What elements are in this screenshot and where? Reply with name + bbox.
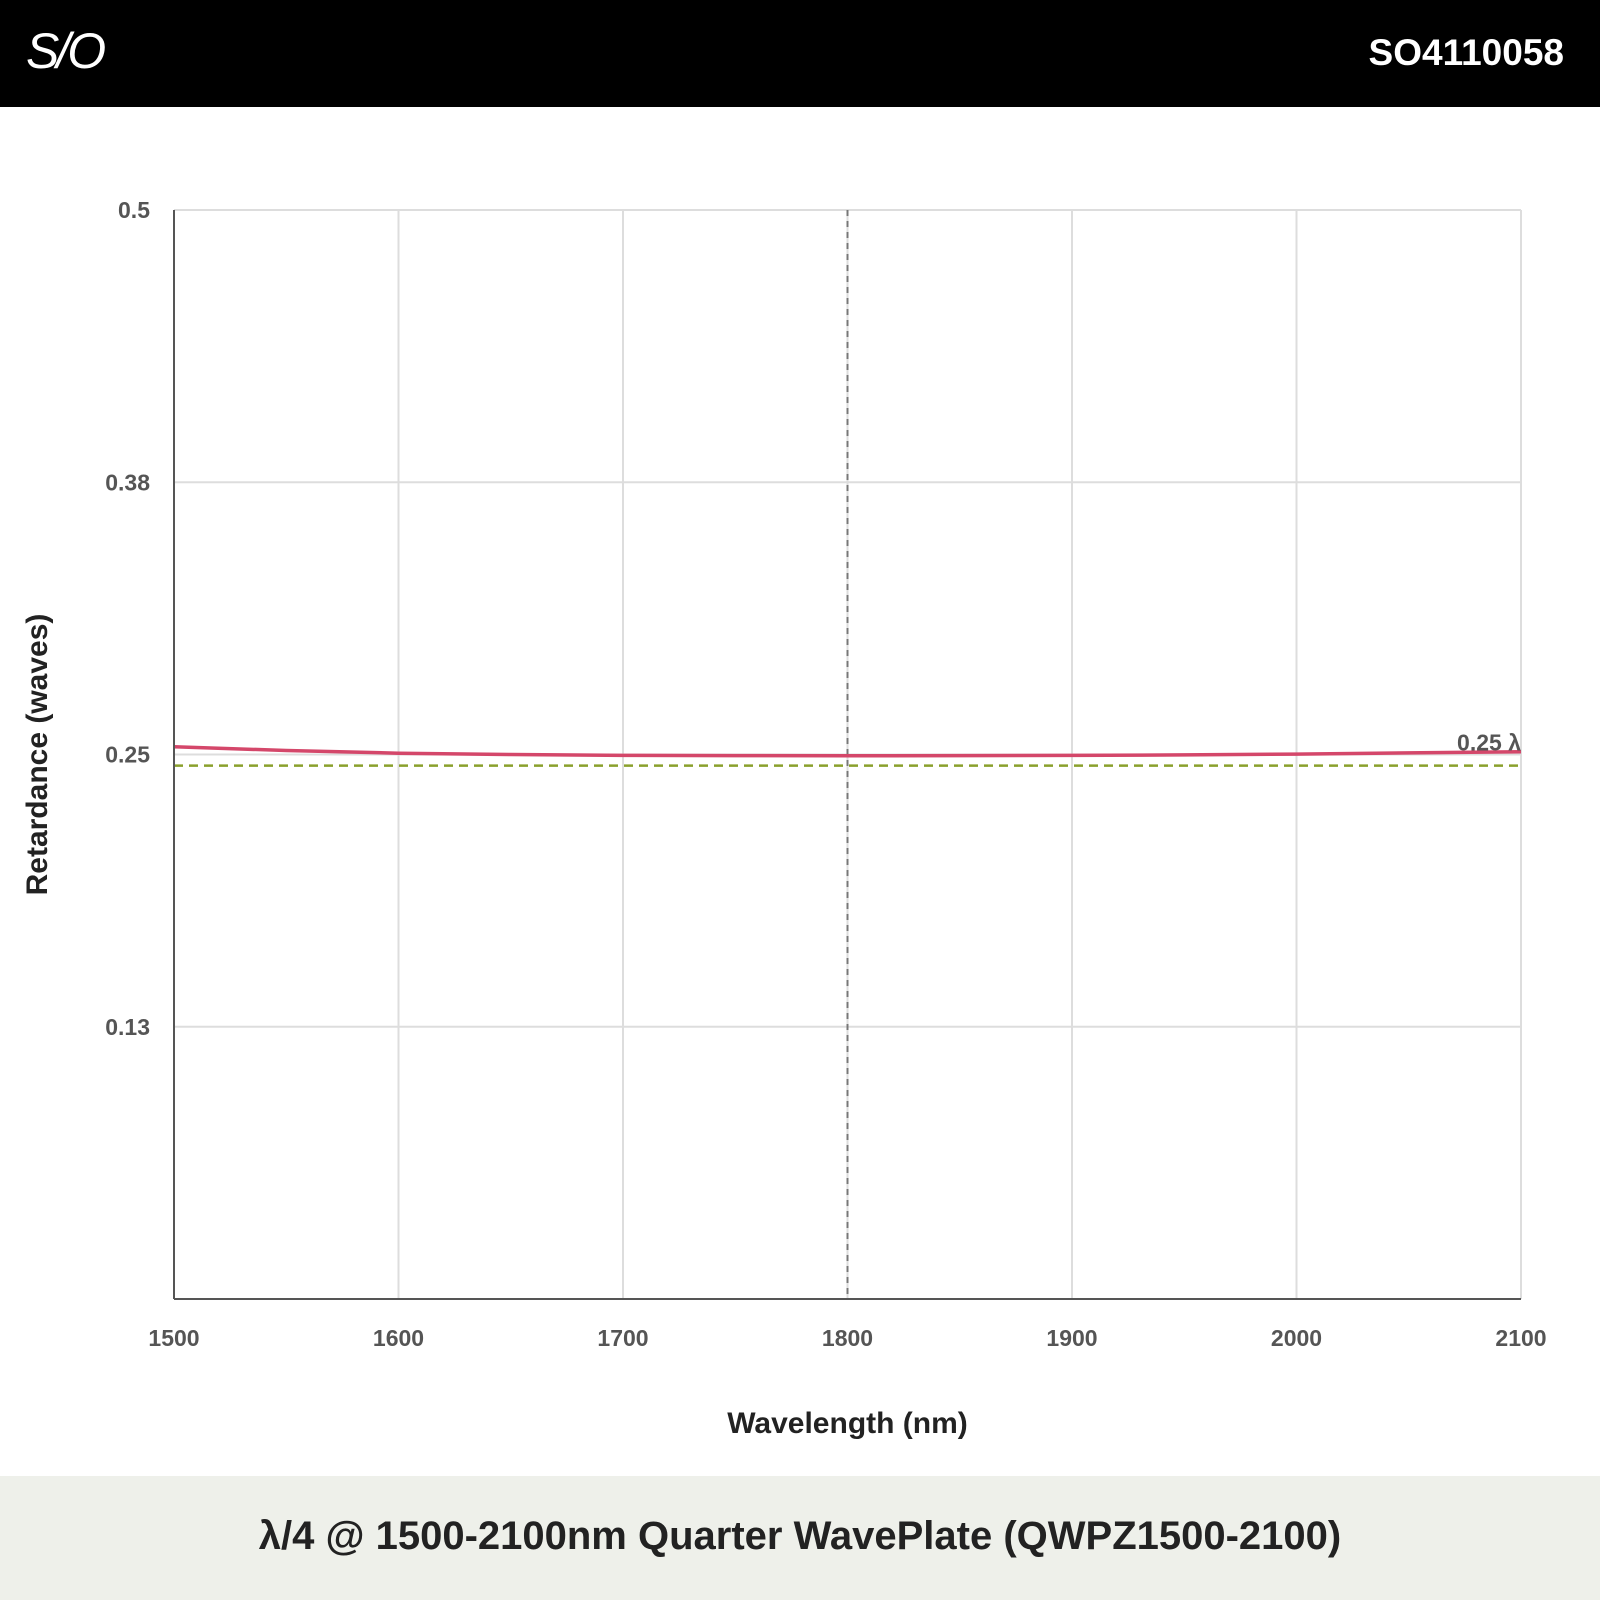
- reference-label: 0.25 λ: [1457, 730, 1521, 756]
- x-tick-label: 1900: [1046, 1325, 1097, 1351]
- retardance-curve: [173, 744, 1522, 758]
- retardance-chart: 1500 1600 1700 1800 1900 2000 2100 0.5 0.38 0.25…: [21, 197, 1547, 1440]
- header-bar: S/O SO4110058: [0, 0, 1600, 107]
- y-tick-label: 0.38: [105, 469, 150, 495]
- footer-bar: λ/4 @ 1500-2100nm Quarter WavePlate (QWP…: [0, 1476, 1600, 1600]
- x-tick-labels: 1500 1600 1700 1800 1900 2000 2100: [148, 1325, 1546, 1351]
- x-axis-title: Wavelength (nm): [727, 1407, 968, 1440]
- y-tick-label: 0.25: [105, 742, 150, 768]
- x-tick-label: 2100: [1495, 1325, 1546, 1351]
- y-tick-label: 0.13: [105, 1014, 150, 1040]
- brand-logo: S/O: [26, 23, 106, 79]
- x-tick-label: 1800: [822, 1325, 873, 1351]
- y-axis-title: Retardance (waves): [21, 614, 54, 896]
- x-tick-label: 1700: [597, 1325, 648, 1351]
- product-code: SO4110058: [1368, 32, 1564, 73]
- x-tick-label: 2000: [1271, 1325, 1322, 1351]
- y-tick-label: 0.5: [118, 197, 150, 223]
- x-tick-label: 1600: [373, 1325, 424, 1351]
- x-tick-label: 1500: [148, 1325, 199, 1351]
- product-title: λ/4 @ 1500-2100nm Quarter WavePlate (QWP…: [258, 1514, 1342, 1558]
- y-tick-labels: 0.5 0.38 0.25 0.13: [105, 197, 150, 1040]
